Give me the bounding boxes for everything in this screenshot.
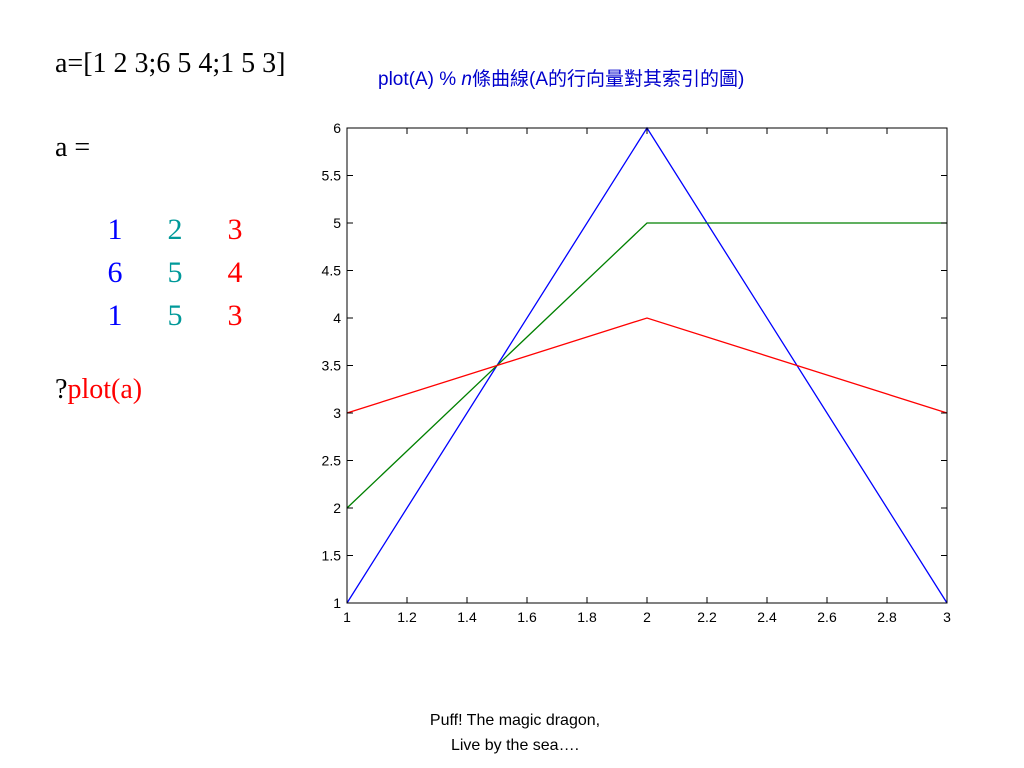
- caption-after: 條曲線(A的行向量對其索引的圖): [472, 69, 745, 90]
- matrix-row-1: 1 2 3: [85, 208, 265, 251]
- y-tick-label: 5: [333, 215, 341, 231]
- series-line-2: [346, 222, 947, 509]
- y-tick-label: 4.5: [322, 263, 342, 279]
- x-axis-tick-labels: 1 1.2 1.4 1.6 1.8 2 2.2 2.4 2.6 2.8 3: [343, 609, 951, 625]
- plot-caption: plot(A) % n條曲線(A的行向量對其索引的圖): [378, 64, 744, 91]
- matrix-output: 1 2 3 6 5 4 1 5 3: [85, 208, 265, 337]
- x-tick-label: 2.6: [817, 609, 837, 625]
- y-axis-tick-labels: 1 1.5 2 2.5 3 3.5 4 4.5 5 5.5 6: [322, 120, 342, 611]
- plot-area-frame: [346, 127, 948, 604]
- x-tick-label: 3: [943, 609, 951, 625]
- matrix-cell: 1: [107, 298, 123, 332]
- footer-line-2: Live by the sea….: [450, 737, 580, 754]
- y-tick-label: 3: [333, 405, 341, 421]
- y-tick-label: 1.5: [322, 548, 342, 564]
- x-tick-label: 1.2: [397, 609, 417, 625]
- matrix-cell: 5: [167, 298, 183, 332]
- plot-command: ?plot(a): [55, 374, 142, 406]
- x-tick-label: 1.6: [517, 609, 537, 625]
- matrix-cell: 3: [227, 212, 243, 246]
- matrix-cell: 3: [227, 298, 243, 332]
- x-tick-label: 2.2: [697, 609, 717, 625]
- x-tick-label: 2.8: [877, 609, 897, 625]
- series-line-3: [346, 317, 948, 414]
- output-label: a =: [55, 132, 91, 163]
- series-lines: [346, 126, 948, 604]
- matrix-row-2: 6 5 4: [85, 251, 265, 294]
- axis-ticks: [346, 127, 948, 604]
- y-tick-label: 2.5: [322, 453, 342, 469]
- matrix-cell: 1: [107, 212, 123, 246]
- line-chart: 1 1.2 1.4 1.6 1.8 2 2.2 2.4 2.6 2.8 3 1 1.5 2 2.5 3 3.5…: [322, 120, 952, 625]
- y-tick-label: 4: [333, 310, 341, 326]
- matrix-cell: 2: [167, 212, 183, 246]
- x-tick-label: 1: [343, 609, 351, 625]
- y-tick-label: 1: [333, 595, 341, 611]
- y-tick-label: 6: [333, 120, 341, 136]
- prompt-prefix: ?: [55, 374, 68, 405]
- y-tick-label: 5.5: [322, 168, 342, 184]
- x-tick-label: 1.4: [457, 609, 477, 625]
- x-tick-label: 2: [643, 609, 651, 625]
- footer-text: Puff! The magic dragon, Live by the sea……: [390, 708, 640, 758]
- footer-line-1: Puff! The magic dragon,: [429, 712, 601, 729]
- matrix-assignment-code: a=[1 2 3;6 5 4;1 5 3]: [55, 48, 286, 79]
- series-line-1: [346, 126, 948, 604]
- caption-before: plot(A) %: [378, 69, 462, 90]
- command-text: plot(a): [67, 374, 143, 405]
- y-tick-label: 3.5: [322, 358, 342, 374]
- x-tick-label: 2.4: [757, 609, 777, 625]
- matrix-row-3: 1 5 3: [85, 294, 265, 337]
- x-tick-label: 1.8: [577, 609, 597, 625]
- y-tick-label: 2: [333, 500, 341, 516]
- matrix-cell: 5: [167, 255, 183, 289]
- matrix-cell: 4: [227, 255, 243, 289]
- matrix-cell: 6: [107, 255, 123, 289]
- caption-italic-n: n: [461, 69, 472, 90]
